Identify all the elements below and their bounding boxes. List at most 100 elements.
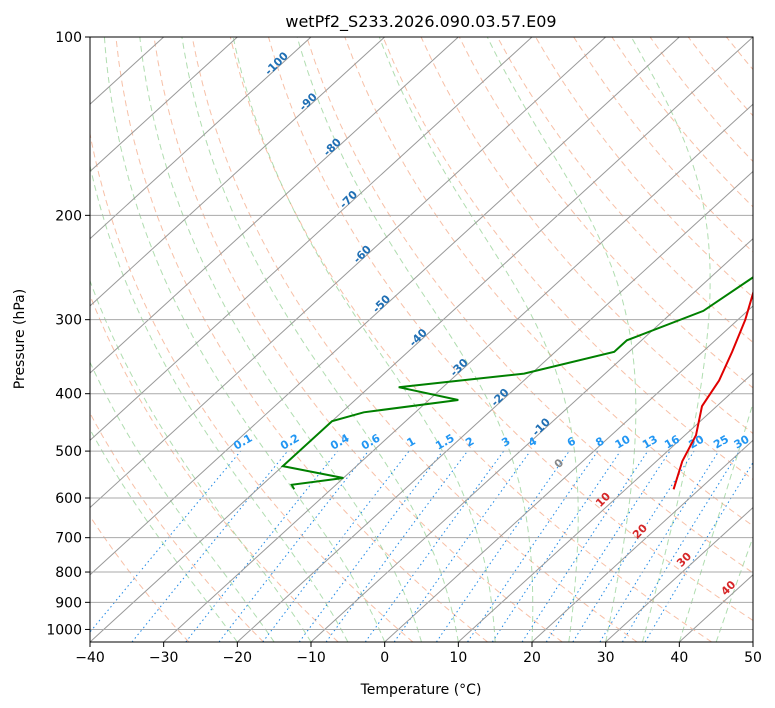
sounding-curves: [280, 276, 753, 490]
plot-frame: [89, 36, 754, 643]
x-axis-ticks: −40 −30 −20 −10 0 10 20 30 40 50: [75, 642, 762, 666]
mixing-ratio-line: [467, 450, 599, 642]
mixing-ratio-line: [599, 450, 720, 642]
y-tick-label: 100: [55, 30, 82, 46]
moist-adiabat-line: [90, 163, 349, 642]
isotherm-label: -90: [297, 90, 320, 113]
isotherm-line: [90, 37, 753, 642]
temperature-line: [672, 289, 753, 490]
y-tick-label: 900: [55, 595, 82, 611]
mixing-ratio-label: 25: [711, 433, 731, 452]
mixing-ratio-line: [521, 450, 649, 642]
mixing-ratio-label: 8: [593, 435, 606, 450]
dry-adiabat-line: [268, 37, 753, 622]
mixing-ratio-label: 10: [613, 432, 633, 451]
dry-adiabat-line: [115, 37, 488, 642]
isotherm-label: -50: [370, 292, 393, 315]
y-tick-label: 500: [55, 444, 82, 460]
y-tick-label: 600: [55, 491, 82, 507]
isotherm-label: -70: [337, 188, 360, 211]
moist-adiabat-label: 30: [674, 549, 694, 569]
background-reference-lines: [90, 37, 775, 642]
mixing-ratio-line: [131, 450, 288, 642]
dry-adiabat-line: [420, 37, 753, 435]
mixing-ratio-line: [90, 450, 242, 633]
moist-adiabat-line: [90, 279, 312, 642]
dewpoint-line: [280, 276, 753, 490]
y-tick-label: 200: [55, 208, 82, 224]
mixing-ratio-label: 13: [640, 433, 660, 452]
moist-adiabat-line: [630, 37, 711, 642]
moist-adiabat-line: [378, 37, 579, 642]
dry-adiabat-line: [535, 37, 753, 298]
x-tick-label: −10: [296, 650, 326, 666]
x-tick-label: 40: [670, 650, 688, 666]
mixing-ratio-line: [185, 450, 338, 642]
mixing-ratio-line: [435, 450, 570, 642]
moist-adiabat-line: [715, 535, 753, 642]
x-tick-label: −40: [75, 650, 105, 666]
mixing-ratio-label: 30: [732, 432, 752, 451]
isotherm-line: [310, 237, 753, 642]
dry-adiabat-line: [229, 37, 712, 642]
isotherm-label: -100: [262, 49, 291, 78]
mixing-ratio-line: [298, 450, 444, 642]
isotherm-label: -60: [351, 242, 374, 265]
mixing-ratio-label: 16: [662, 432, 682, 451]
isotherm-line: [605, 506, 753, 642]
isotherm-line: [90, 37, 238, 173]
moist-adiabat-line: [139, 37, 422, 642]
isotherm-line: [163, 103, 753, 642]
dry-adiabat-line: [765, 37, 775, 642]
moist-adiabat-line: [232, 37, 496, 642]
y-tick-label: 800: [55, 565, 82, 581]
moist-adiabat-line: [678, 401, 753, 642]
dry-adiabat-line: [153, 37, 563, 642]
dry-adiabat-line: [382, 37, 753, 481]
dry-adiabat-line: [90, 412, 264, 642]
mixing-ratio-line: [364, 450, 505, 642]
isotherm-line: [90, 37, 386, 307]
mixing-ratio-label: 1.5: [433, 432, 456, 453]
x-tick-label: 0: [380, 650, 389, 666]
mixing-ratio-label: 6: [565, 434, 578, 449]
isotherm-line: [90, 37, 312, 240]
mixing-ratio-label: 0.4: [328, 431, 352, 452]
x-tick-label: 50: [744, 650, 762, 666]
moist-adiabat-line: [296, 37, 534, 642]
isotherm-line: [90, 37, 533, 442]
moist-adiabat-label: 10: [593, 490, 613, 510]
dry-adiabat-line: [611, 37, 753, 208]
dry-adiabat-line: [496, 37, 753, 344]
mixing-ratio-line: [218, 450, 369, 642]
y-tick-label: 400: [55, 387, 82, 403]
dry-adiabat-line: [573, 37, 753, 253]
moist-adiabat-line: [103, 37, 386, 642]
mixing-ratio-label: 1: [405, 435, 418, 450]
y-tick-label: 700: [55, 531, 82, 547]
isotherm-line: [90, 37, 607, 509]
dry-adiabat-line: [191, 37, 638, 642]
isotherm-line: [531, 439, 753, 642]
moist-adiabat-line: [181, 37, 459, 642]
dry-adiabat-line: [649, 37, 753, 163]
mixing-ratio-label: 36: [752, 432, 772, 451]
isotherm-label: -20: [488, 386, 511, 409]
isotherm-line: [90, 37, 459, 374]
dry-adiabat-line: [726, 37, 753, 71]
moist-adiabat-label: 20: [630, 521, 650, 541]
x-tick-label: 30: [597, 650, 615, 666]
mixing-ratio-line: [572, 450, 695, 642]
moist-adiabat-line: [90, 428, 238, 642]
x-tick-label: −20: [223, 650, 253, 666]
dry-adiabat-line: [90, 131, 414, 642]
moist-adiabat-line: [486, 37, 637, 642]
isotherm-label: -80: [321, 135, 344, 158]
isotherm-line: [457, 372, 753, 642]
isotherm-line: [752, 641, 753, 642]
mixing-ratio-label: 0.2: [278, 432, 301, 453]
isotherm-label: -30: [448, 356, 471, 379]
mixing-ratio-label: 2: [463, 435, 476, 450]
dry-adiabat-line: [90, 293, 339, 642]
